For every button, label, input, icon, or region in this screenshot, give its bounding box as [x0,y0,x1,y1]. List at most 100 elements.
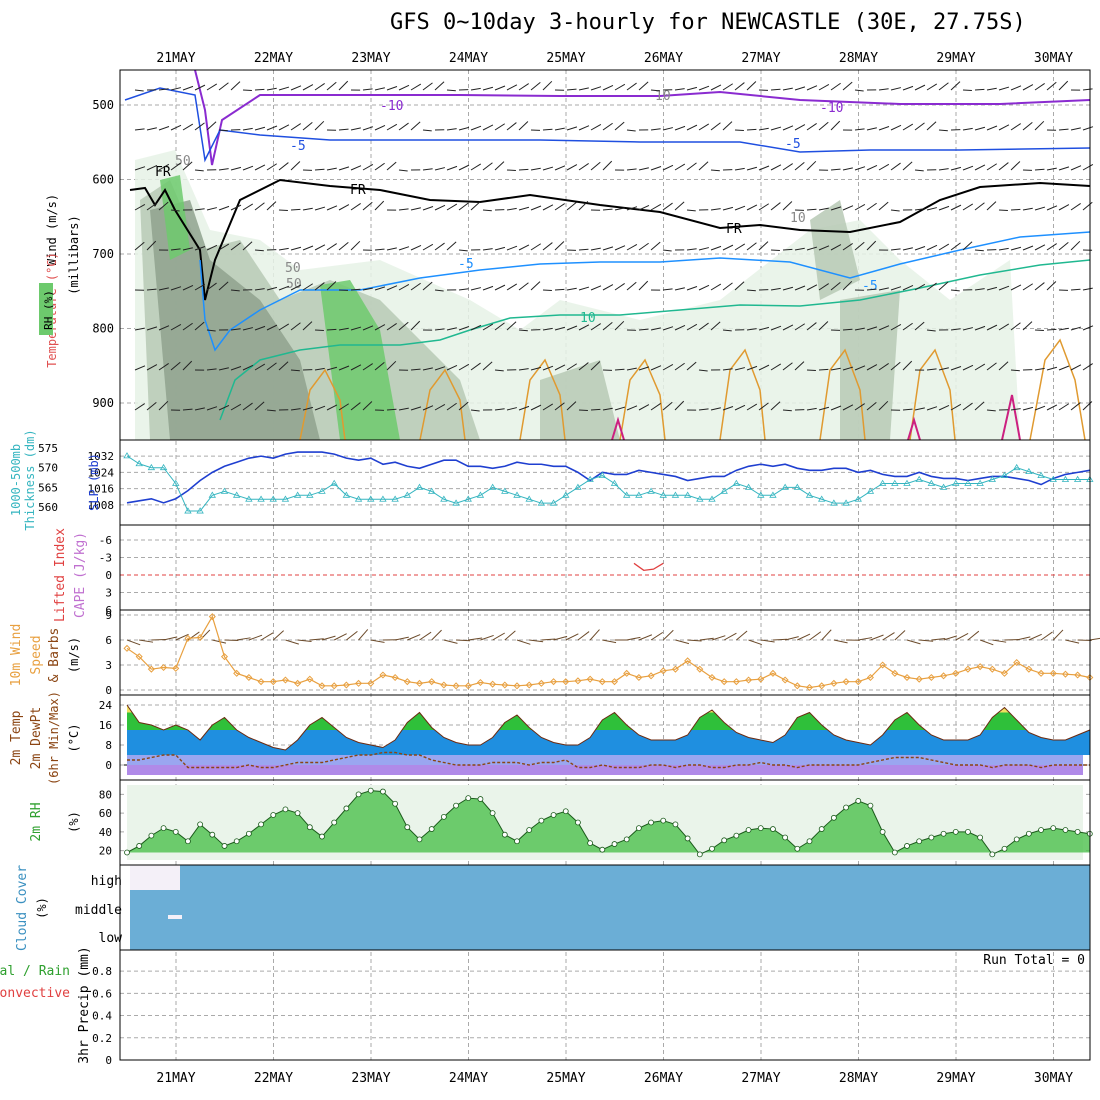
upper-wind-barb [650,89,660,92]
contour-label: 50 [286,277,302,292]
upper-wind-barb [242,364,254,371]
thickness-point [696,495,704,502]
upper-wind-barb [950,289,960,292]
surface-wind-barb [516,639,531,645]
upper-wind-barb [434,328,445,331]
upper-wind-barb [986,286,998,291]
wind-speed-point [598,678,606,686]
wind-speed-point [550,678,558,686]
bottom-date-label: 28MAY [839,1071,878,1086]
upper-wind-barb [650,128,661,131]
surface-wind-barb [285,639,299,645]
upper-wind-barb [482,285,494,291]
upper-wind-barb [170,324,182,331]
wind-speed-point [927,673,935,682]
upper-wind-barb [1082,164,1094,171]
upper-wind-barb [182,322,193,331]
rh-point [709,845,715,852]
upper-wind-barb [710,245,722,251]
contour-label: -5 [458,257,474,272]
upper-wind-barb [1022,245,1034,251]
upper-wind-barb [878,287,889,291]
rh-point [160,825,167,832]
upper-wind-barb [566,401,577,411]
upper-wind-barb [542,289,552,292]
upper-wind-barb [254,164,266,171]
upper-wind-barb [410,245,422,251]
wind-speed-point [391,673,399,682]
upper-wind-barb [314,282,325,291]
upper-wind-barb [866,326,878,331]
upper-wind-barb [722,244,734,251]
upper-wind-barb [410,320,421,331]
surface-wind-barb [175,633,189,641]
rh-point [428,826,435,832]
wind-speed-point [745,676,753,684]
surface-wind-barb [553,635,568,641]
upper-wind-barb [1070,364,1082,371]
upper-wind-barb [890,286,902,291]
rh-point [891,849,898,856]
precip-tick: 0.8 [92,965,112,978]
surface-wind-barb [1016,636,1031,641]
upper-wind-barb [806,85,818,91]
upper-wind-barb [158,88,169,91]
upper-wind-barb [770,325,782,331]
upper-wind-barb [662,202,673,211]
upper-wind-barb [218,281,229,291]
upper-wind-barb [890,248,901,251]
upper-wind-barb [998,86,1010,91]
upper-wind-barb [1046,328,1057,331]
wind-speed-point [1074,671,1082,679]
upper-wind-barb [794,361,805,371]
upper-wind-barb [446,165,458,171]
upper-wind-barb [914,208,925,211]
middle-cloud-gap [168,915,182,919]
upper-wind-barb [794,86,806,91]
wind-speed-point [757,675,765,683]
surface-wind-barb [577,631,590,641]
upper-wind-barb [518,244,530,251]
bottom-date-label: 21MAY [156,1071,195,1086]
wind-speed-point [269,678,277,686]
temp-label-c: (6hr Min/Max) [47,691,61,785]
upper-wind-barb [410,368,421,371]
rh-point [258,821,264,828]
upper-wind-barb [326,81,337,91]
upper-wind-barb [410,83,422,91]
upper-wind-barb [374,87,385,91]
upper-wind-barb [614,83,626,91]
upper-wind-barb [494,322,505,331]
upper-wind-barb [374,125,386,131]
surface-wind-barb [443,639,458,644]
upper-wind-barb [1082,126,1094,131]
temperature-contour [194,69,1091,166]
upper-wind-barb [362,201,373,211]
upper-wind-barb [794,247,805,251]
lifted-index-line [633,562,664,572]
surface-wind-barb [894,630,906,641]
upper-wind-barb [158,362,169,371]
upper-wind-barb [830,405,842,411]
surface-wind-barb [931,638,946,641]
upper-wind-barb [230,242,241,251]
rh-point [136,843,143,849]
precip-tick: 0.4 [92,1010,112,1023]
upper-wind-barb [974,325,986,331]
upper-wind-barb [662,401,673,411]
upper-wind-barb [626,168,637,171]
contour-label: -5 [862,279,878,294]
upper-wind-barb [578,324,590,331]
upper-wind-barb [842,328,853,331]
wind-speed-point [659,667,667,675]
rh-point [952,828,959,835]
upper-wind-barb [278,162,289,171]
upper-wind-barb [890,124,902,131]
thickness-label-b: Thickness (dm) [23,429,37,530]
upper-wind-barb [302,283,314,291]
upper-wind-barb [446,327,457,331]
wind-speed-point [257,678,265,686]
upper-wind-barb [446,89,456,92]
upper-wind-barb [134,166,146,171]
upper-wind-barb [614,245,626,251]
